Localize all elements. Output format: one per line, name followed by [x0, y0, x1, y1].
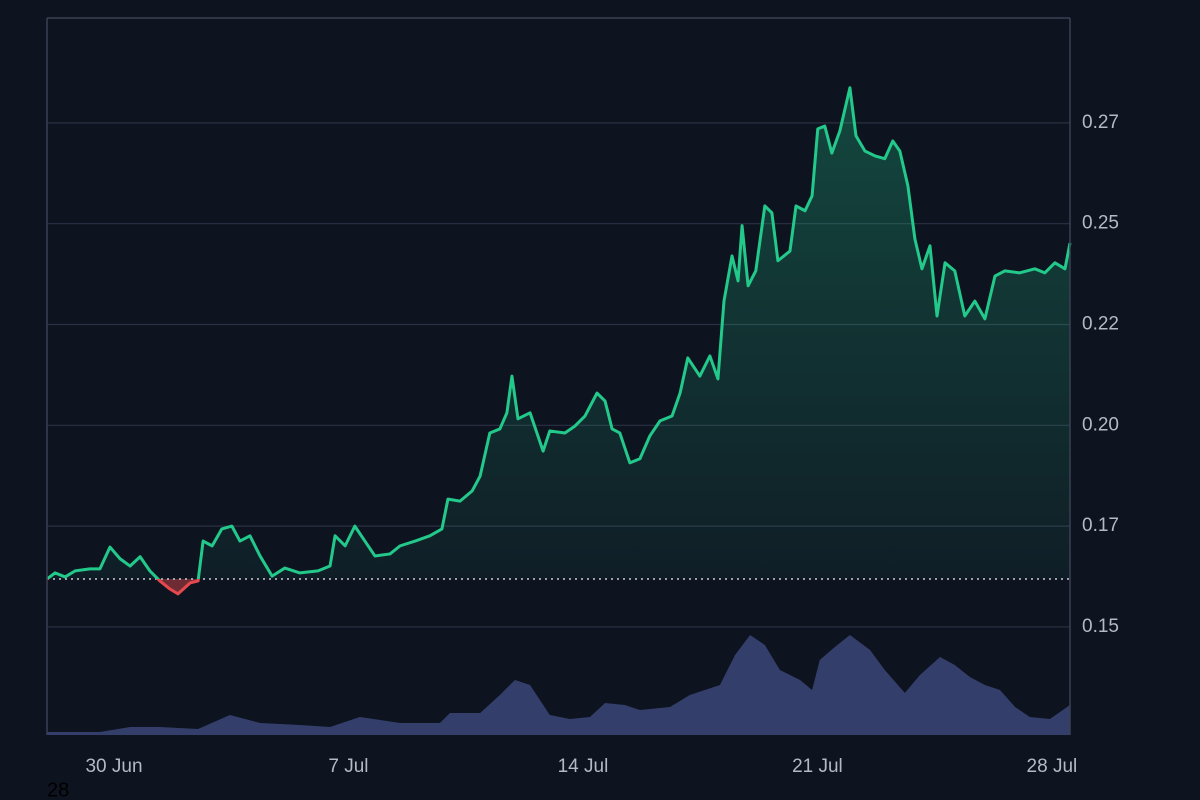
- y-tick-label: 0.22: [1082, 313, 1119, 334]
- y-tick-label: 0.15: [1082, 616, 1119, 637]
- x-tick-label: 14 Jul: [558, 756, 609, 777]
- volume-layer: [47, 635, 1070, 735]
- grid-layer: 0.27 0.25 0.22 0.20 0.17 0.15 30 Jun 7 Jul 14 Ju…: [47, 112, 1119, 777]
- y-tick-label: 0.20: [1082, 414, 1119, 435]
- x-tick-label: 28 Jul: [1027, 756, 1078, 777]
- annotation: 28: [47, 779, 69, 800]
- y-tick-label: 0.25: [1082, 213, 1119, 234]
- x-tick-label: 7 Jul: [328, 756, 368, 777]
- y-tick-label: 0.17: [1082, 515, 1119, 536]
- volume-area: [47, 635, 1070, 735]
- price-line: [46, 86, 1072, 596]
- price-area: [47, 87, 1070, 594]
- y-tick-label: 0.27: [1082, 112, 1119, 133]
- price-layer: [46, 86, 1072, 596]
- x-tick-label: 21 Jul: [792, 756, 843, 777]
- x-tick-label: 30 Jun: [85, 756, 142, 777]
